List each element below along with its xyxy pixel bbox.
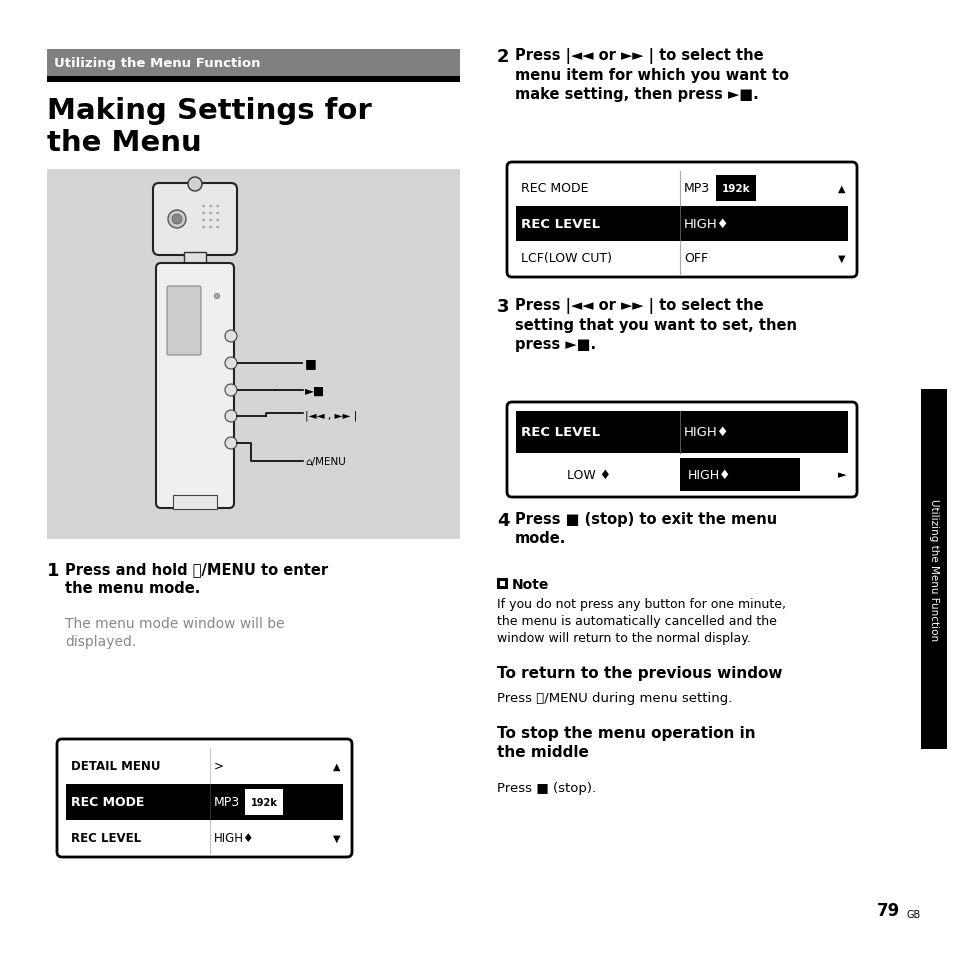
Circle shape — [225, 385, 236, 396]
Bar — [516, 454, 847, 496]
Bar — [66, 784, 343, 821]
Bar — [499, 581, 504, 586]
Bar — [66, 821, 343, 855]
Text: OFF: OFF — [683, 253, 707, 265]
Text: the Menu: the Menu — [47, 129, 201, 157]
Text: 192k: 192k — [720, 184, 749, 193]
Text: 1: 1 — [47, 561, 59, 579]
FancyBboxPatch shape — [152, 184, 236, 255]
Circle shape — [202, 213, 205, 215]
Circle shape — [225, 437, 236, 450]
Text: LOW ♦: LOW ♦ — [566, 468, 610, 481]
Circle shape — [210, 227, 212, 229]
Circle shape — [216, 227, 218, 229]
Text: Utilizing the Menu Function: Utilizing the Menu Function — [928, 498, 938, 640]
Bar — [172, 496, 216, 510]
Text: 2: 2 — [497, 48, 509, 66]
Text: Press ■ (stop) to exit the menu
mode.: Press ■ (stop) to exit the menu mode. — [515, 512, 777, 546]
Bar — [66, 748, 343, 783]
Circle shape — [202, 219, 205, 222]
Circle shape — [225, 331, 236, 343]
Circle shape — [188, 178, 202, 192]
Text: ■: ■ — [305, 357, 316, 370]
Text: ▼: ▼ — [333, 833, 340, 842]
Text: >: > — [213, 760, 224, 772]
Text: MP3: MP3 — [683, 182, 709, 195]
Text: Press ■ (stop).: Press ■ (stop). — [497, 781, 596, 794]
Circle shape — [214, 294, 219, 299]
Bar — [47, 170, 459, 539]
Text: REC MODE: REC MODE — [520, 182, 588, 195]
Circle shape — [216, 213, 218, 215]
Text: HIGH♦: HIGH♦ — [213, 831, 254, 844]
Text: The menu mode window will be
displayed.: The menu mode window will be displayed. — [65, 617, 284, 648]
Text: REC LEVEL: REC LEVEL — [71, 831, 141, 844]
Text: HIGH♦: HIGH♦ — [683, 218, 729, 231]
FancyBboxPatch shape — [57, 740, 352, 857]
Text: Press |◄◄ or ►► | to select the
setting that you want to set, then
press ►■.: Press |◄◄ or ►► | to select the setting … — [515, 297, 796, 352]
Bar — [47, 77, 459, 83]
Text: Press |◄◄ or ►► | to select the
menu item for which you want to
make setting, th: Press |◄◄ or ►► | to select the menu ite… — [515, 48, 788, 102]
Text: HIGH♦: HIGH♦ — [683, 426, 729, 438]
Bar — [516, 242, 847, 275]
Text: REC LEVEL: REC LEVEL — [520, 426, 599, 438]
Circle shape — [216, 219, 218, 222]
Text: 79: 79 — [876, 901, 899, 919]
Text: Press and hold ⎕/MENU to enter
the menu mode.: Press and hold ⎕/MENU to enter the menu … — [65, 561, 328, 596]
Text: ⌂/MENU: ⌂/MENU — [305, 456, 345, 467]
Circle shape — [210, 206, 212, 208]
Bar — [516, 172, 847, 206]
Circle shape — [210, 213, 212, 215]
Text: Making Settings for: Making Settings for — [47, 97, 372, 125]
Bar — [679, 458, 800, 492]
Bar — [716, 175, 755, 202]
Circle shape — [225, 357, 236, 370]
Text: REC MODE: REC MODE — [71, 796, 144, 809]
Text: MP3: MP3 — [213, 796, 240, 809]
FancyBboxPatch shape — [167, 287, 201, 355]
FancyBboxPatch shape — [156, 264, 233, 509]
Text: If you do not press any button for one minute,
the menu is automatically cancell: If you do not press any button for one m… — [497, 598, 785, 644]
Text: HIGH♦: HIGH♦ — [687, 468, 731, 481]
Text: Utilizing the Menu Function: Utilizing the Menu Function — [54, 57, 260, 70]
Text: 192k: 192k — [251, 797, 277, 807]
Text: REC LEVEL: REC LEVEL — [520, 218, 599, 231]
Text: Note: Note — [512, 578, 549, 592]
Circle shape — [202, 227, 205, 229]
Bar — [245, 789, 283, 815]
Bar — [516, 412, 847, 453]
Text: Press ⎕/MENU during menu setting.: Press ⎕/MENU during menu setting. — [497, 691, 732, 704]
Text: 4: 4 — [497, 512, 509, 530]
FancyBboxPatch shape — [506, 163, 856, 277]
Bar — [47, 50, 459, 77]
Text: GB: GB — [906, 909, 921, 919]
Circle shape — [225, 411, 236, 422]
Text: ►: ► — [837, 470, 845, 479]
Circle shape — [172, 214, 182, 225]
Text: ▲: ▲ — [838, 184, 845, 193]
Circle shape — [202, 206, 205, 208]
Text: 3: 3 — [497, 297, 509, 315]
FancyBboxPatch shape — [506, 402, 856, 497]
Circle shape — [216, 206, 218, 208]
Text: ►■: ►■ — [305, 384, 325, 397]
Text: DETAIL MENU: DETAIL MENU — [71, 760, 160, 772]
Text: To stop the menu operation in
the middle: To stop the menu operation in the middle — [497, 725, 755, 759]
Bar — [920, 390, 946, 749]
Text: LCF(LOW CUT): LCF(LOW CUT) — [520, 253, 612, 265]
Text: |◄◄ , ►► |: |◄◄ , ►► | — [305, 411, 357, 421]
Text: ▼: ▼ — [838, 253, 845, 264]
Bar — [184, 253, 206, 271]
Text: To return to the previous window: To return to the previous window — [497, 665, 781, 680]
Text: ▲: ▲ — [333, 760, 340, 771]
Bar — [516, 207, 847, 242]
Bar — [497, 578, 507, 589]
Circle shape — [168, 211, 186, 229]
Circle shape — [210, 219, 212, 222]
